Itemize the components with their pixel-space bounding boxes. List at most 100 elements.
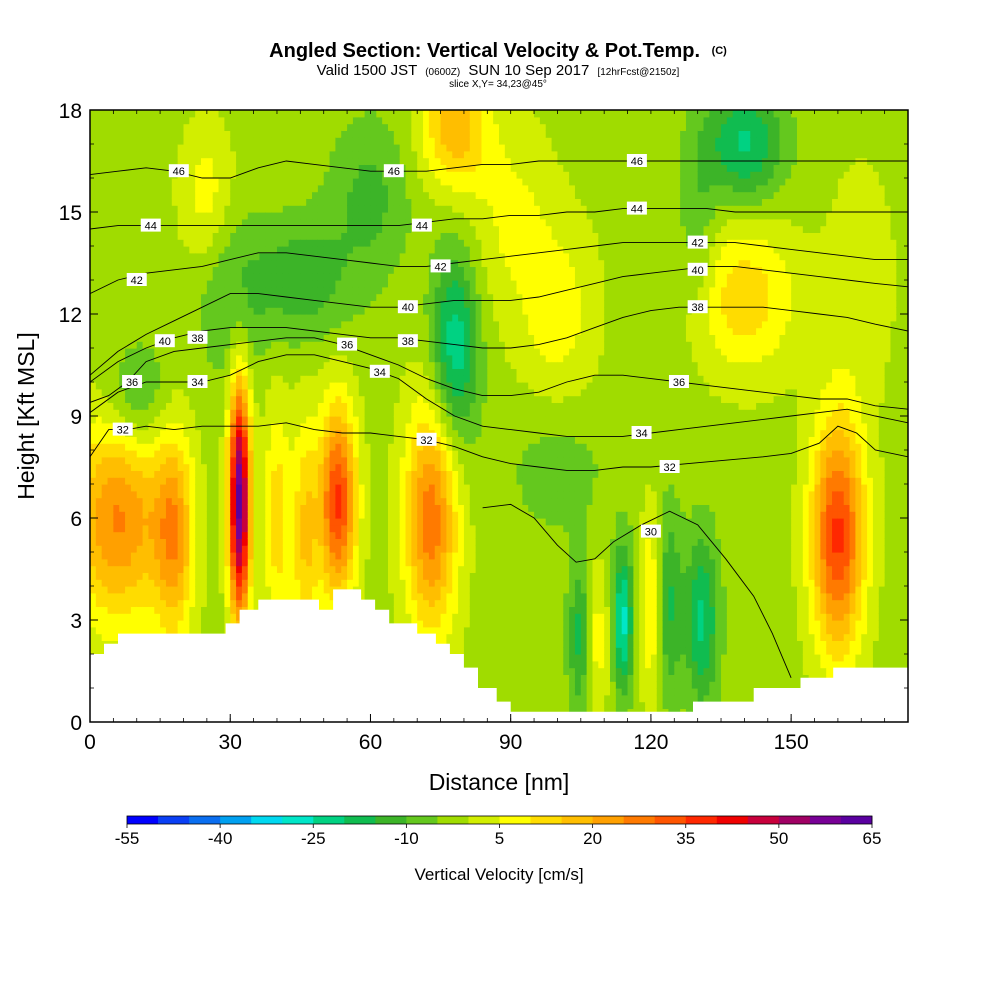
heatmap-cell	[306, 178, 313, 186]
heatmap-cell	[154, 198, 161, 206]
heatmap-cell	[376, 164, 383, 172]
heatmap-cell	[136, 198, 144, 206]
heatmap-cell	[95, 647, 103, 655]
heatmap-cell	[294, 504, 301, 512]
heatmap-cell	[119, 518, 126, 526]
heatmap-cell	[288, 368, 296, 376]
heatmap-cell	[306, 388, 313, 397]
heatmap-cell	[142, 436, 150, 444]
heatmap-cell	[358, 286, 366, 295]
heatmap-cell	[224, 273, 231, 281]
heatmap-cell	[136, 579, 144, 587]
heatmap-cell	[148, 375, 155, 383]
heatmap-cell	[376, 490, 383, 499]
heatmap-cell	[253, 150, 261, 159]
heatmap-cell	[405, 191, 412, 199]
heatmap-cell	[259, 171, 266, 179]
heatmap-cell	[90, 626, 97, 635]
subtitle-date: SUN 10 Sep 2017	[468, 62, 589, 79]
heatmap-cell	[247, 470, 255, 478]
heatmap-cell	[125, 225, 132, 233]
heatmap-cell	[335, 266, 342, 274]
heatmap-cell	[382, 286, 389, 295]
heatmap-cell	[165, 504, 173, 512]
heatmap-cell	[393, 178, 401, 186]
heatmap-cell	[405, 144, 412, 152]
heatmap-cell	[154, 456, 161, 465]
heatmap-cell	[282, 225, 290, 233]
heatmap-cell	[206, 286, 214, 295]
heatmap-cell	[247, 368, 255, 376]
heatmap-cell	[195, 144, 202, 152]
heatmap-cell	[294, 470, 301, 478]
heatmap-cell	[189, 191, 196, 199]
heatmap-cell	[236, 409, 243, 417]
heatmap-cell	[276, 463, 284, 471]
heatmap-cell	[312, 450, 319, 458]
heatmap-cell	[241, 205, 249, 213]
heatmap-cell	[271, 273, 278, 281]
heatmap-cell	[136, 463, 144, 471]
heatmap-cell	[148, 565, 155, 573]
heatmap-cell	[154, 178, 161, 186]
heatmap-cell	[329, 300, 336, 308]
heatmap-cell	[312, 592, 319, 601]
heatmap-cell	[206, 368, 214, 376]
heatmap-cell	[189, 422, 196, 431]
heatmap-cell	[393, 348, 401, 356]
heatmap-cell	[253, 504, 261, 512]
heatmap-cell	[160, 150, 167, 159]
heatmap-cell	[335, 531, 342, 539]
heatmap-cell	[364, 191, 372, 199]
heatmap-cell	[253, 184, 261, 193]
heatmap-cell	[171, 307, 179, 315]
heatmap-cell	[218, 382, 225, 390]
heatmap-cell	[177, 586, 185, 594]
heatmap-cell	[107, 511, 114, 519]
heatmap-cell	[218, 361, 225, 369]
heatmap-cell	[230, 388, 237, 397]
heatmap-cell	[236, 375, 243, 383]
heatmap-cell	[171, 402, 179, 410]
heatmap-cell	[352, 191, 360, 199]
heatmap-cell	[399, 592, 407, 601]
heatmap-cell	[95, 320, 103, 329]
heatmap-cell	[247, 538, 255, 546]
heatmap-cell	[90, 504, 97, 512]
heatmap-cell	[95, 518, 103, 526]
heatmap-cell	[165, 552, 173, 560]
heatmap-cell	[259, 354, 266, 363]
heatmap-cell	[253, 443, 261, 451]
heatmap-cell	[247, 592, 255, 601]
heatmap-cell	[201, 456, 208, 465]
heatmap-cell	[90, 218, 97, 227]
heatmap-cell	[101, 334, 109, 342]
heatmap-cell	[218, 171, 225, 179]
heatmap-cell	[206, 334, 214, 342]
heatmap-cell	[341, 178, 348, 186]
heatmap-cell	[347, 137, 354, 145]
heatmap-cell	[341, 463, 348, 471]
heatmap-cell	[358, 184, 366, 193]
heatmap-cell	[288, 116, 296, 125]
heatmap-cell	[265, 477, 272, 485]
heatmap-cell	[154, 368, 161, 376]
heatmap-cell	[90, 327, 97, 335]
heatmap-cell	[95, 558, 103, 567]
heatmap-cell	[101, 565, 109, 573]
heatmap-cell	[347, 150, 354, 159]
heatmap-cell	[206, 280, 214, 288]
heatmap-cell	[259, 198, 266, 206]
heatmap-cell	[358, 232, 366, 240]
heatmap-cell	[90, 198, 97, 206]
heatmap-cell	[107, 484, 114, 492]
heatmap-cell	[341, 531, 348, 539]
heatmap-cell	[165, 477, 173, 485]
heatmap-cell	[329, 293, 336, 301]
heatmap-cell	[393, 218, 401, 227]
heatmap-cell	[90, 484, 97, 492]
heatmap-cell	[183, 422, 190, 431]
heatmap-cell	[95, 178, 103, 186]
heatmap-cell	[136, 137, 144, 145]
heatmap-cell	[271, 259, 278, 267]
